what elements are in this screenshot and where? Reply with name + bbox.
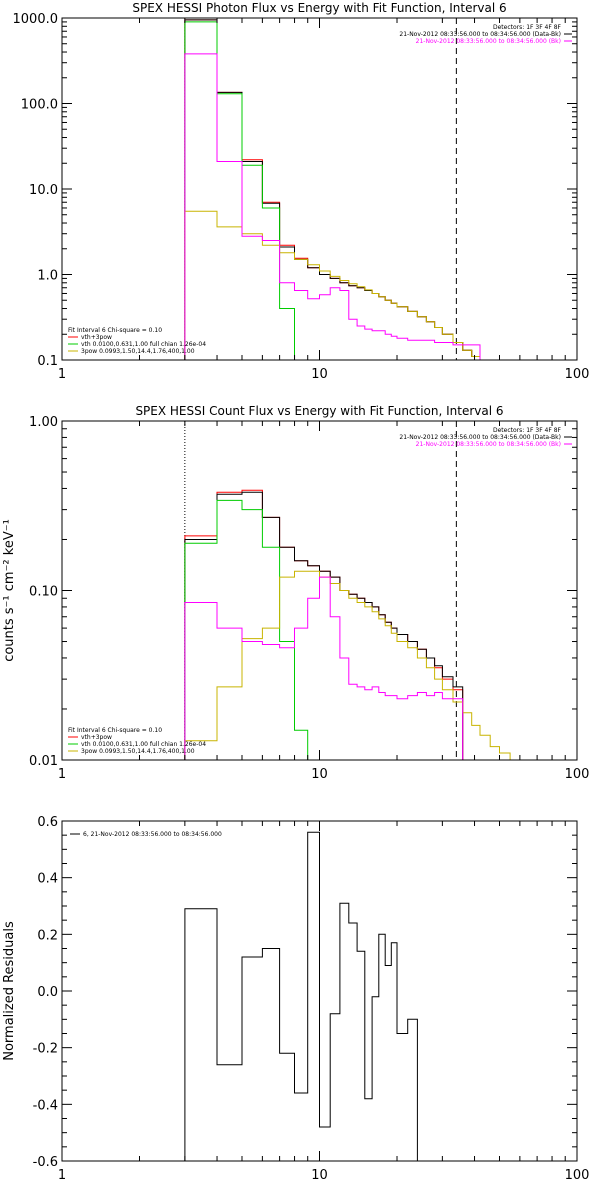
count-flux-panel: SPEX HESSI Count Flux vs Energy with Fit… — [2, 404, 589, 782]
series-line-yellow — [184, 210, 481, 360]
legend-header: Fit Interval 6 Chi-square = 0.10 — [68, 727, 162, 734]
x-tick-label: 10 — [311, 767, 328, 782]
series-line-green — [184, 21, 308, 360]
info-line: 21-Nov-2012 08:33:56.000 to 08:34:56.000… — [399, 31, 561, 38]
series-line-red — [184, 19, 481, 360]
x-tick-label: 1 — [58, 1168, 66, 1183]
photon-flux-panel: SPEX HESSI Photon Flux vs Energy with Fi… — [13, 1, 590, 382]
legend-label: vth+3pow — [81, 734, 112, 741]
y-tick-label: 1.0 — [37, 269, 58, 284]
y-tick-label: 10.0 — [29, 183, 58, 198]
series-line-magenta — [184, 576, 464, 760]
series-line-black — [184, 19, 481, 360]
info-line: Detectors: 1F 3F 4F 8F — [493, 24, 562, 31]
legend-header: Fit Interval 6 Chi-square = 0.10 — [68, 327, 162, 334]
x-tick-label: 100 — [565, 367, 590, 382]
y-tick-label: 0.10 — [29, 585, 58, 600]
series-line-black — [184, 831, 418, 1161]
chart-title: SPEX HESSI Count Flux vs Energy with Fit… — [135, 404, 503, 418]
info-line: 21-Nov-2012 08:33:56.000 to 08:34:56.000… — [416, 441, 561, 448]
y-tick-label: 1.00 — [29, 415, 58, 430]
legend-label: vth 0.0100,0.631,1.00 full chian 1.26e-0… — [81, 341, 206, 348]
x-tick-label: 100 — [565, 767, 590, 782]
x-tick-label: 10 — [311, 367, 328, 382]
info-line: Detectors: 1F 3F 4F 8F — [493, 427, 562, 434]
y-tick-label: -0.4 — [33, 1098, 58, 1113]
x-tick-label: 10 — [311, 1168, 328, 1183]
plot-data-area — [184, 831, 418, 1161]
y-axis-label: Normalized Residuals — [2, 921, 17, 1061]
legend-label: 6, 21-Nov-2012 08:33:56.000 to 08:34:56.… — [83, 831, 222, 838]
plot-frame — [61, 17, 578, 361]
info-line: 21-Nov-2012 08:33:56.000 to 08:34:56.000… — [416, 38, 561, 45]
y-axis-label: counts s⁻¹ cm⁻² keV⁻¹ — [2, 519, 17, 662]
plot-data-area — [184, 421, 520, 760]
y-tick-label: 0.01 — [29, 754, 58, 769]
y-tick-label: 100.0 — [21, 98, 58, 113]
info-line: 21-Nov-2012 08:33:56.000 to 08:34:56.000… — [399, 434, 561, 441]
plot-data-area — [184, 18, 481, 360]
x-tick-label: 100 — [565, 1168, 590, 1183]
legend-label: vth+3pow — [81, 334, 112, 341]
y-tick-label: 0.1 — [37, 354, 58, 369]
series-line-magenta — [184, 53, 481, 360]
y-tick-label: 1000.0 — [13, 12, 59, 27]
y-tick-label: 0.6 — [37, 815, 58, 830]
y-tick-label: 0.4 — [37, 872, 58, 887]
chart-title: SPEX HESSI Photon Flux vs Energy with Fi… — [132, 1, 506, 15]
legend-label: vth 0.0100,0.631,1.00 full chian 1.26e-0… — [81, 741, 206, 748]
series-line-green — [184, 499, 320, 760]
y-tick-label: 0.2 — [37, 928, 58, 943]
legend-label: 3pow 0.0993,1.50,14.4,1.76,400,1.00 — [81, 748, 195, 755]
y-tick-label: -0.6 — [33, 1155, 58, 1170]
y-tick-label: -0.2 — [33, 1042, 58, 1057]
y-tick-label: 0.0 — [37, 985, 58, 1000]
series-line-red — [184, 489, 464, 760]
x-tick-label: 1 — [58, 767, 66, 782]
series-line-black — [184, 491, 464, 760]
residuals-panel: Normalized Residuals 1 10 100 -0.6 -0.4 -0.2 0.… — [2, 815, 589, 1183]
legend-label: 3pow 0.0993,1.50,14.4,1.76,400,1.00 — [81, 348, 195, 355]
series-line-yellow — [184, 570, 520, 760]
x-tick-label: 1 — [58, 367, 66, 382]
